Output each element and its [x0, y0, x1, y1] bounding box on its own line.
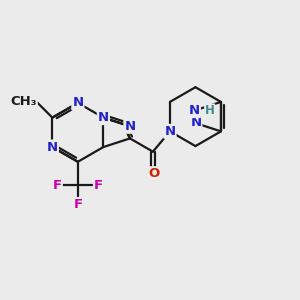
Text: F: F — [53, 179, 62, 192]
Text: N: N — [47, 141, 58, 154]
Text: N: N — [124, 120, 136, 133]
Text: F: F — [73, 198, 83, 211]
Text: N: N — [72, 96, 83, 110]
Text: N: N — [98, 111, 109, 124]
Text: O: O — [149, 167, 160, 180]
Text: N: N — [164, 125, 175, 138]
Text: H: H — [205, 104, 214, 117]
Text: N: N — [189, 104, 200, 117]
Text: N: N — [190, 116, 201, 129]
Text: F: F — [94, 179, 103, 192]
Text: CH₃: CH₃ — [10, 95, 37, 109]
